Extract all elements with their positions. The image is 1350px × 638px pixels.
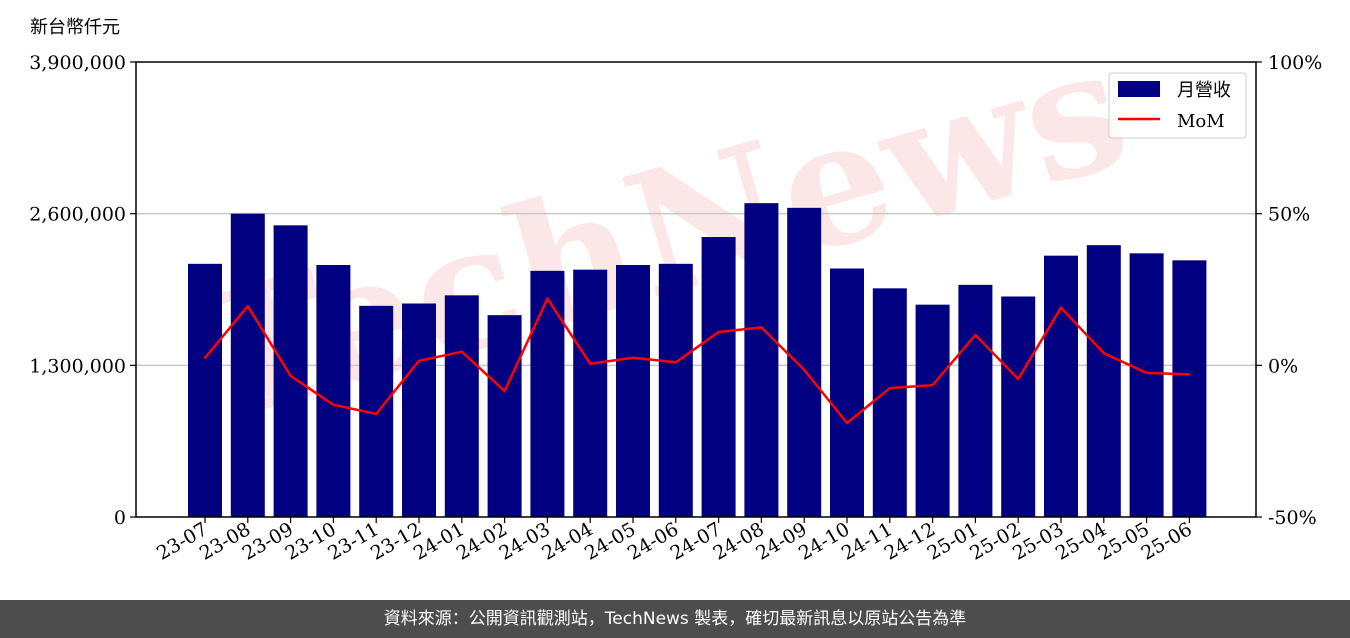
y-right-tick-label: 0% (1268, 355, 1298, 377)
bar-24-01 (444, 295, 479, 517)
bar-25-01 (958, 284, 993, 517)
mom-point-25-02 (1017, 377, 1020, 381)
mom-point-23-07 (203, 356, 207, 359)
legend: 月營收 MoM (1108, 72, 1247, 139)
bar-25-04 (1086, 245, 1121, 517)
bar-24-09 (787, 207, 822, 518)
bar-24-07 (701, 237, 736, 517)
mom-point-24-01 (460, 350, 463, 353)
y-right-tick-label: 100% (1268, 52, 1322, 74)
bar-24-05 (616, 265, 650, 517)
mom-point-24-12 (931, 383, 934, 387)
legend-label-revenue: 月營收 (1177, 80, 1231, 101)
mom-point-23-10 (332, 403, 335, 406)
bar-24-10 (830, 268, 864, 517)
mom-point-23-08 (246, 304, 249, 308)
bar-24-06 (658, 263, 693, 517)
mom-point-23-12 (417, 359, 421, 362)
bar-24-11 (872, 288, 907, 517)
mom-point-25-06 (1188, 373, 1191, 376)
mom-point-24-04 (589, 362, 592, 366)
y-left-tick-label: 1,300,000 (29, 355, 126, 377)
x-tick-label-25-06: 25-06 (1137, 518, 1195, 564)
mom-line (204, 297, 1190, 425)
legend-swatch-revenue (1118, 81, 1160, 97)
mom-point-24-11 (888, 386, 891, 390)
mom-point-25-01 (974, 333, 977, 337)
y-left-tick-label: 0 (114, 507, 126, 529)
y-left-tick-label: 2,600,000 (29, 204, 126, 226)
mom-point-24-08 (760, 326, 763, 329)
bar-24-02 (487, 315, 522, 517)
mom-point-25-05 (1145, 371, 1148, 375)
mom-point-25-03 (1059, 306, 1063, 309)
source-footer: 資料來源：公開資訊觀測站，TechNews 製表，確切最新訊息以原站公告為準 (0, 600, 1350, 638)
mom-point-24-09 (803, 368, 806, 372)
bar-23-07 (188, 263, 222, 517)
bar-24-03 (530, 270, 565, 517)
y-left-tick-label: 3,900,000 (29, 52, 126, 74)
bar-25-03 (1044, 255, 1078, 517)
plot-frame (135, 61, 1257, 518)
mom-point-24-03 (546, 297, 549, 300)
bar-23-10 (316, 265, 351, 517)
bar-23-12 (402, 303, 436, 517)
y-right-tick-label: 50% (1268, 204, 1310, 226)
bar-24-12 (915, 304, 950, 517)
bar-23-09 (273, 225, 308, 518)
mom-point-25-04 (1102, 352, 1106, 355)
y-right-tick-label: -50% (1268, 507, 1317, 529)
bar-25-05 (1129, 253, 1164, 518)
bar-25-02 (1001, 296, 1036, 517)
mom-point-24-10 (845, 421, 849, 425)
mom-point-24-07 (717, 330, 720, 334)
y-axis-unit-label: 新台幣仟元 (30, 17, 120, 38)
bar-24-08 (744, 203, 779, 517)
mom-point-24-06 (674, 361, 677, 364)
mom-point-24-05 (631, 356, 635, 359)
bar-23-08 (230, 213, 265, 517)
mom-point-23-09 (289, 374, 292, 378)
legend-label-mom: MoM (1177, 111, 1225, 132)
revenue-chart: TechNews 01,300,0002,600,0003,900,000-50… (29, 7, 1322, 565)
bar-24-04 (573, 269, 608, 517)
bar-25-06 (1172, 260, 1207, 517)
mom-point-23-11 (375, 412, 378, 416)
mom-point-24-02 (503, 389, 506, 393)
